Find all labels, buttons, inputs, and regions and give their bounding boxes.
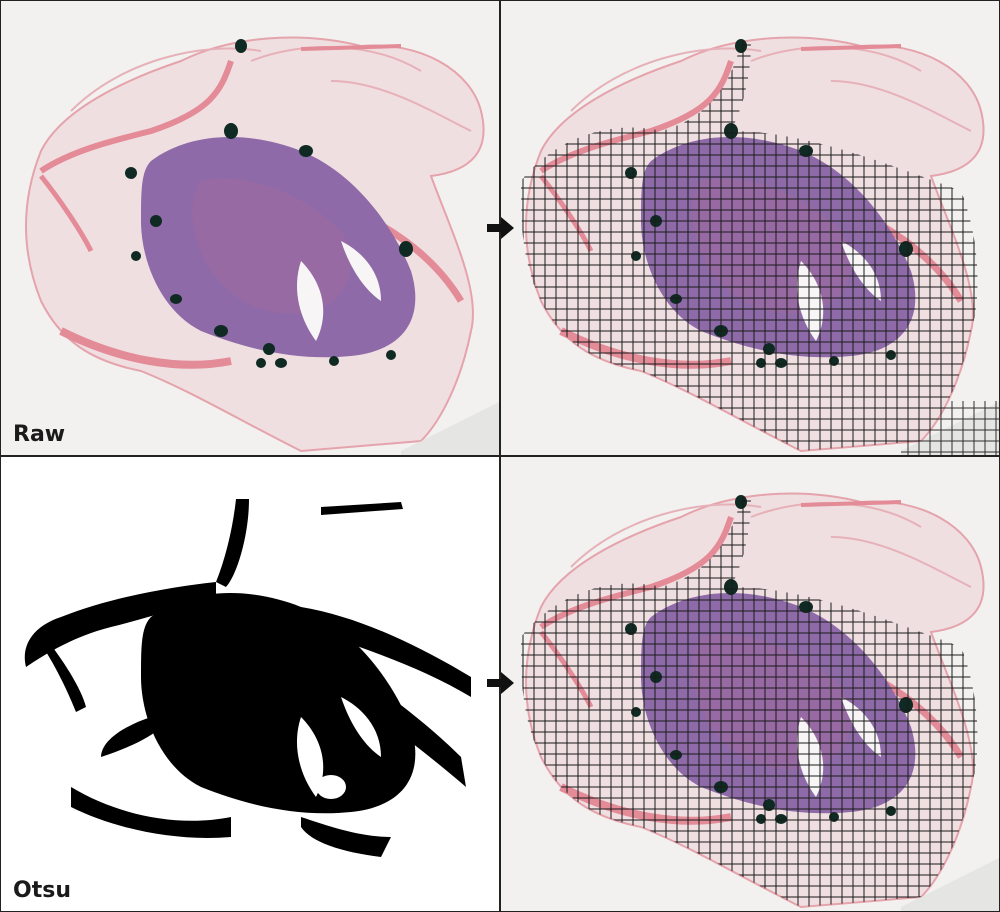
raw-slide-panel: Raw: [0, 0, 500, 456]
otsu-label: Otsu: [13, 878, 71, 903]
arrow-right-icon: [487, 672, 514, 694]
raw-label: Raw: [13, 422, 66, 447]
patch-grid-panel-bottom: [500, 456, 1000, 912]
otsu-mask-image: [24, 499, 472, 857]
arrow-right-icon: [487, 217, 514, 239]
raw-tissue-image: [1, 1, 500, 456]
patch-grid-panel-top: [500, 0, 1000, 456]
patch-grid-image-top: [521, 1, 999, 455]
otsu-mask-panel: Otsu: [0, 456, 500, 912]
patch-grid-image-bottom: [521, 457, 1000, 912]
